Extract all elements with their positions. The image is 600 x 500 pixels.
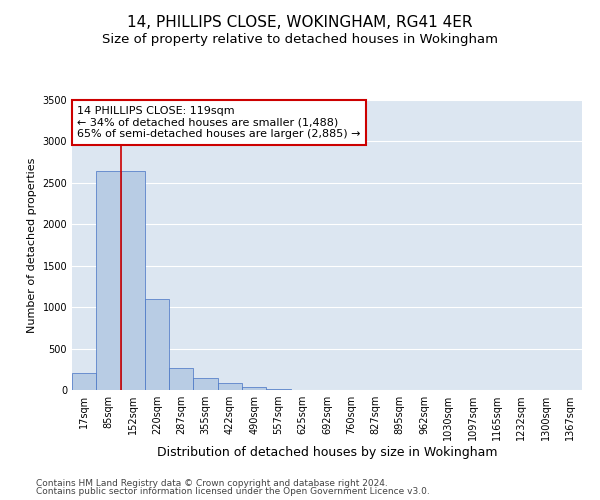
Bar (242, 386, 266, 390)
Bar (145, 299, 169, 390)
Bar (266, 389, 290, 390)
Text: Size of property relative to detached houses in Wokingham: Size of property relative to detached ho… (102, 32, 498, 46)
Bar (218, 384, 242, 390)
Text: Contains public sector information licensed under the Open Government Licence v3: Contains public sector information licen… (36, 487, 430, 496)
Bar (169, 368, 193, 390)
Bar (96, 172, 121, 390)
Text: 14 PHILLIPS CLOSE: 119sqm
← 34% of detached houses are smaller (1,488)
65% of se: 14 PHILLIPS CLOSE: 119sqm ← 34% of detac… (77, 106, 361, 139)
X-axis label: Distribution of detached houses by size in Wokingham: Distribution of detached houses by size … (157, 446, 497, 459)
Bar (193, 378, 218, 390)
Text: Contains HM Land Registry data © Crown copyright and database right 2024.: Contains HM Land Registry data © Crown c… (36, 478, 388, 488)
Bar (121, 172, 145, 390)
Bar (72, 373, 96, 390)
Y-axis label: Number of detached properties: Number of detached properties (27, 158, 37, 332)
Text: 14, PHILLIPS CLOSE, WOKINGHAM, RG41 4ER: 14, PHILLIPS CLOSE, WOKINGHAM, RG41 4ER (127, 15, 473, 30)
